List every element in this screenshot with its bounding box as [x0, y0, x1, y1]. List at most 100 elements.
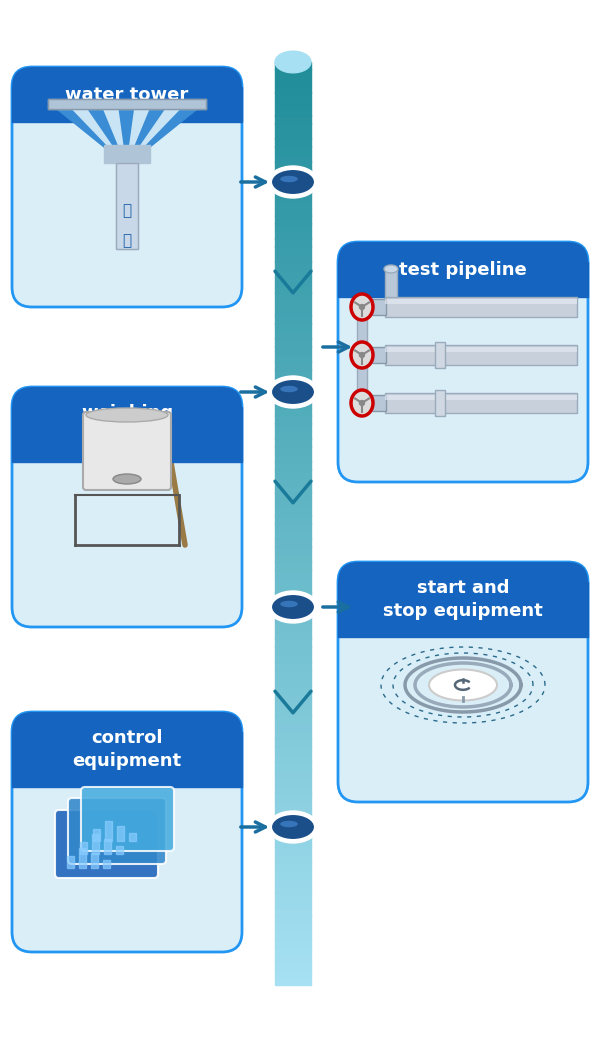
Bar — [372, 395, 386, 411]
Ellipse shape — [271, 814, 315, 840]
Bar — [275, 223, 311, 231]
Bar — [275, 493, 311, 501]
Bar — [116, 163, 138, 249]
Ellipse shape — [429, 670, 497, 701]
Polygon shape — [102, 105, 125, 151]
Polygon shape — [129, 105, 152, 151]
Bar — [275, 446, 311, 454]
Bar — [275, 615, 311, 623]
FancyBboxPatch shape — [12, 387, 242, 627]
Bar — [275, 838, 311, 846]
Polygon shape — [141, 105, 202, 151]
Text: 麦: 麦 — [122, 203, 131, 219]
Bar — [12, 407, 242, 463]
Bar — [275, 746, 311, 754]
Bar — [275, 408, 311, 416]
Bar — [275, 484, 311, 493]
Bar — [275, 916, 311, 924]
Bar — [275, 477, 311, 485]
Bar — [385, 347, 577, 352]
Ellipse shape — [275, 51, 311, 73]
Bar — [275, 785, 311, 792]
Bar — [275, 323, 311, 331]
Bar — [275, 270, 311, 277]
Ellipse shape — [271, 379, 315, 405]
Text: water tower: water tower — [65, 85, 188, 104]
Bar — [116, 163, 138, 249]
Bar — [275, 592, 311, 600]
Bar — [275, 500, 311, 508]
Bar — [275, 792, 311, 801]
Ellipse shape — [280, 600, 298, 608]
Bar — [372, 299, 386, 315]
Bar — [129, 833, 136, 841]
Bar — [275, 900, 311, 908]
Bar — [103, 860, 110, 868]
Bar — [275, 430, 311, 439]
Bar — [275, 308, 311, 316]
Bar — [338, 582, 588, 637]
Bar — [275, 230, 311, 239]
Bar — [275, 131, 311, 139]
Bar — [275, 815, 311, 823]
Bar — [275, 531, 311, 539]
Bar — [275, 846, 311, 854]
Bar — [79, 848, 86, 868]
Bar — [275, 546, 311, 554]
Bar — [385, 269, 397, 297]
FancyBboxPatch shape — [338, 562, 588, 802]
Bar — [275, 938, 311, 947]
Bar — [372, 347, 386, 363]
Bar — [385, 297, 577, 317]
Bar — [275, 669, 311, 677]
Bar — [275, 153, 311, 162]
Bar — [275, 538, 311, 546]
Circle shape — [359, 353, 365, 358]
Polygon shape — [137, 105, 185, 151]
Bar — [275, 207, 311, 216]
Bar — [275, 192, 311, 200]
Bar — [275, 862, 311, 870]
Bar — [275, 754, 311, 762]
Bar — [275, 761, 311, 769]
Bar — [93, 829, 100, 841]
Bar — [275, 923, 311, 931]
Circle shape — [359, 400, 365, 405]
Text: weighing
system: weighing system — [81, 404, 173, 445]
Bar — [275, 623, 311, 632]
Bar — [275, 693, 311, 700]
Bar — [275, 369, 311, 377]
Bar — [435, 342, 445, 368]
Bar — [275, 877, 311, 885]
Bar — [91, 853, 98, 868]
FancyBboxPatch shape — [68, 798, 166, 864]
Ellipse shape — [351, 295, 373, 320]
Bar — [275, 508, 311, 515]
Bar — [275, 662, 311, 670]
Bar — [275, 177, 311, 185]
Bar — [275, 300, 311, 308]
Bar — [275, 284, 311, 292]
Bar — [275, 800, 311, 808]
Ellipse shape — [268, 591, 318, 623]
Ellipse shape — [268, 166, 318, 198]
FancyBboxPatch shape — [338, 242, 588, 482]
Bar — [275, 239, 311, 247]
Bar — [275, 77, 311, 85]
Bar — [275, 554, 311, 562]
Bar — [80, 842, 87, 854]
Bar — [275, 608, 311, 616]
Bar — [275, 977, 311, 985]
Ellipse shape — [113, 474, 141, 484]
Bar — [275, 261, 311, 270]
Bar — [275, 700, 311, 708]
Bar — [275, 277, 311, 285]
Bar — [275, 115, 311, 123]
Bar — [275, 731, 311, 739]
Ellipse shape — [268, 811, 318, 843]
Bar — [275, 853, 311, 862]
Bar — [275, 108, 311, 116]
Bar — [275, 639, 311, 646]
Bar — [275, 331, 311, 339]
Bar — [275, 723, 311, 731]
